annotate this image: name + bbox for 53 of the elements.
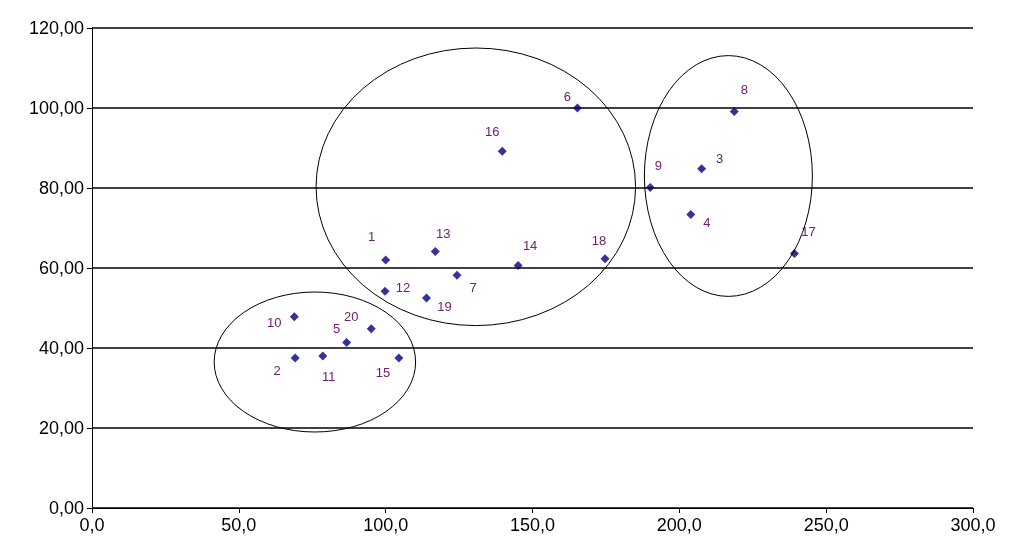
- annotation: 16: [485, 123, 500, 139]
- y-tick-label: 40,00: [38, 338, 84, 358]
- annotation: 13: [436, 226, 451, 242]
- annotation: 5: [332, 320, 341, 336]
- annotation: 15: [375, 364, 391, 380]
- y-tick-label: 0,00: [48, 498, 84, 518]
- point: [366, 324, 376, 334]
- annotation: 2: [273, 362, 281, 378]
- point: [318, 351, 328, 361]
- annotation: 4: [703, 214, 711, 230]
- y-tick-label: 60,00: [38, 258, 84, 278]
- point: [729, 107, 739, 117]
- y-tick-label: 100,00: [28, 98, 84, 118]
- x-tick-label: 50,0: [221, 515, 257, 535]
- point: [394, 353, 404, 363]
- annotation: 12: [395, 279, 411, 295]
- annotation: 11: [322, 368, 336, 384]
- y-tick-label: 120,00: [28, 18, 84, 38]
- point: [289, 312, 299, 322]
- x-tick-label: 150,0: [509, 515, 556, 535]
- point: [430, 247, 440, 257]
- point: [497, 146, 507, 156]
- annotation: 9: [654, 158, 662, 174]
- annotation: 14: [522, 238, 538, 254]
- x-tick-label: 300,0: [950, 515, 996, 535]
- point: [600, 254, 610, 264]
- annotation: 10: [267, 315, 282, 331]
- point: [572, 103, 582, 113]
- point: [342, 337, 352, 347]
- point: [380, 286, 390, 296]
- point: [686, 209, 696, 219]
- annotation: 1: [368, 228, 376, 244]
- annotation: 7: [469, 279, 477, 295]
- annotation: 17: [801, 224, 816, 240]
- annotation: 8: [740, 82, 748, 98]
- point: [452, 270, 462, 280]
- y-tick-label: 80,00: [38, 178, 84, 198]
- y-tick-label: 20,00: [38, 418, 84, 438]
- annotation: 19: [437, 298, 452, 314]
- point: [421, 293, 431, 303]
- point: [381, 255, 391, 265]
- annotation: 6: [563, 88, 572, 104]
- annotation: 20: [344, 309, 359, 325]
- x-tick-label: 0,0: [79, 515, 105, 535]
- annotation: 18: [591, 233, 607, 249]
- x-tick-label: 100,0: [363, 515, 409, 535]
- annotation: 3: [716, 151, 724, 167]
- x-tick-label: 200,0: [656, 515, 702, 535]
- point: [290, 353, 300, 363]
- point: [645, 183, 655, 193]
- x-tick-label: 250,0: [803, 515, 849, 535]
- point: [697, 164, 707, 174]
- point: [513, 261, 523, 271]
